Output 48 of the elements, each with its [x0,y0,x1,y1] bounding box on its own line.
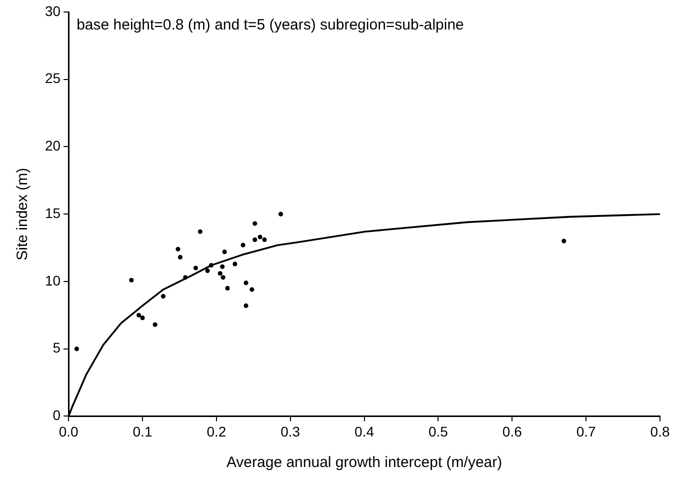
point [136,312,142,318]
point [178,254,183,260]
point [220,275,226,280]
point [258,234,262,240]
point [278,212,284,216]
x-axis-title: Average annual growth intercept (m/year) [226,454,502,472]
point [252,237,258,242]
annotation: base height=0.8 (m) and t=5 (years) subregion=sub-alpine [76,16,464,34]
point [250,287,254,292]
x-tick-label: 0.2 [206,423,226,440]
x-tick-label: 0.7 [576,423,596,440]
x-tick-label: 0.6 [502,423,522,440]
y-tick-label: 15 [44,204,61,221]
point [74,346,80,352]
point [262,237,267,242]
x-tick-label: 0.0 [58,423,79,440]
point [222,250,227,254]
point [244,303,248,308]
x-tick-label: 0.3 [280,423,300,440]
y-tick-label: 25 [44,70,61,86]
point [225,286,230,291]
x-tick-label: 0.4 [354,423,374,440]
x-tick-label: 0.8 [650,423,670,440]
y-axis-title: Site index (m) [14,168,32,260]
y-tick-label: 20 [44,138,61,154]
point [176,246,180,252]
point [205,268,210,273]
y-tick-label: 10 [44,272,61,288]
point [562,238,566,244]
y-tick-label: 0 [52,407,61,424]
point [183,275,188,280]
point [220,264,225,269]
x-tick-label: 0.1 [132,423,152,440]
point [193,266,198,270]
point [232,262,238,266]
y-tick-label: 30 [44,2,61,19]
y-tick-label: 5 [52,340,61,356]
point [198,229,202,234]
point [160,294,166,299]
point [129,278,134,282]
point [140,316,145,320]
point [240,242,246,248]
point [244,280,248,286]
point [152,322,158,327]
point [218,271,222,276]
point [208,263,214,268]
point [252,221,258,226]
x-tick-label: 0.5 [428,423,448,440]
